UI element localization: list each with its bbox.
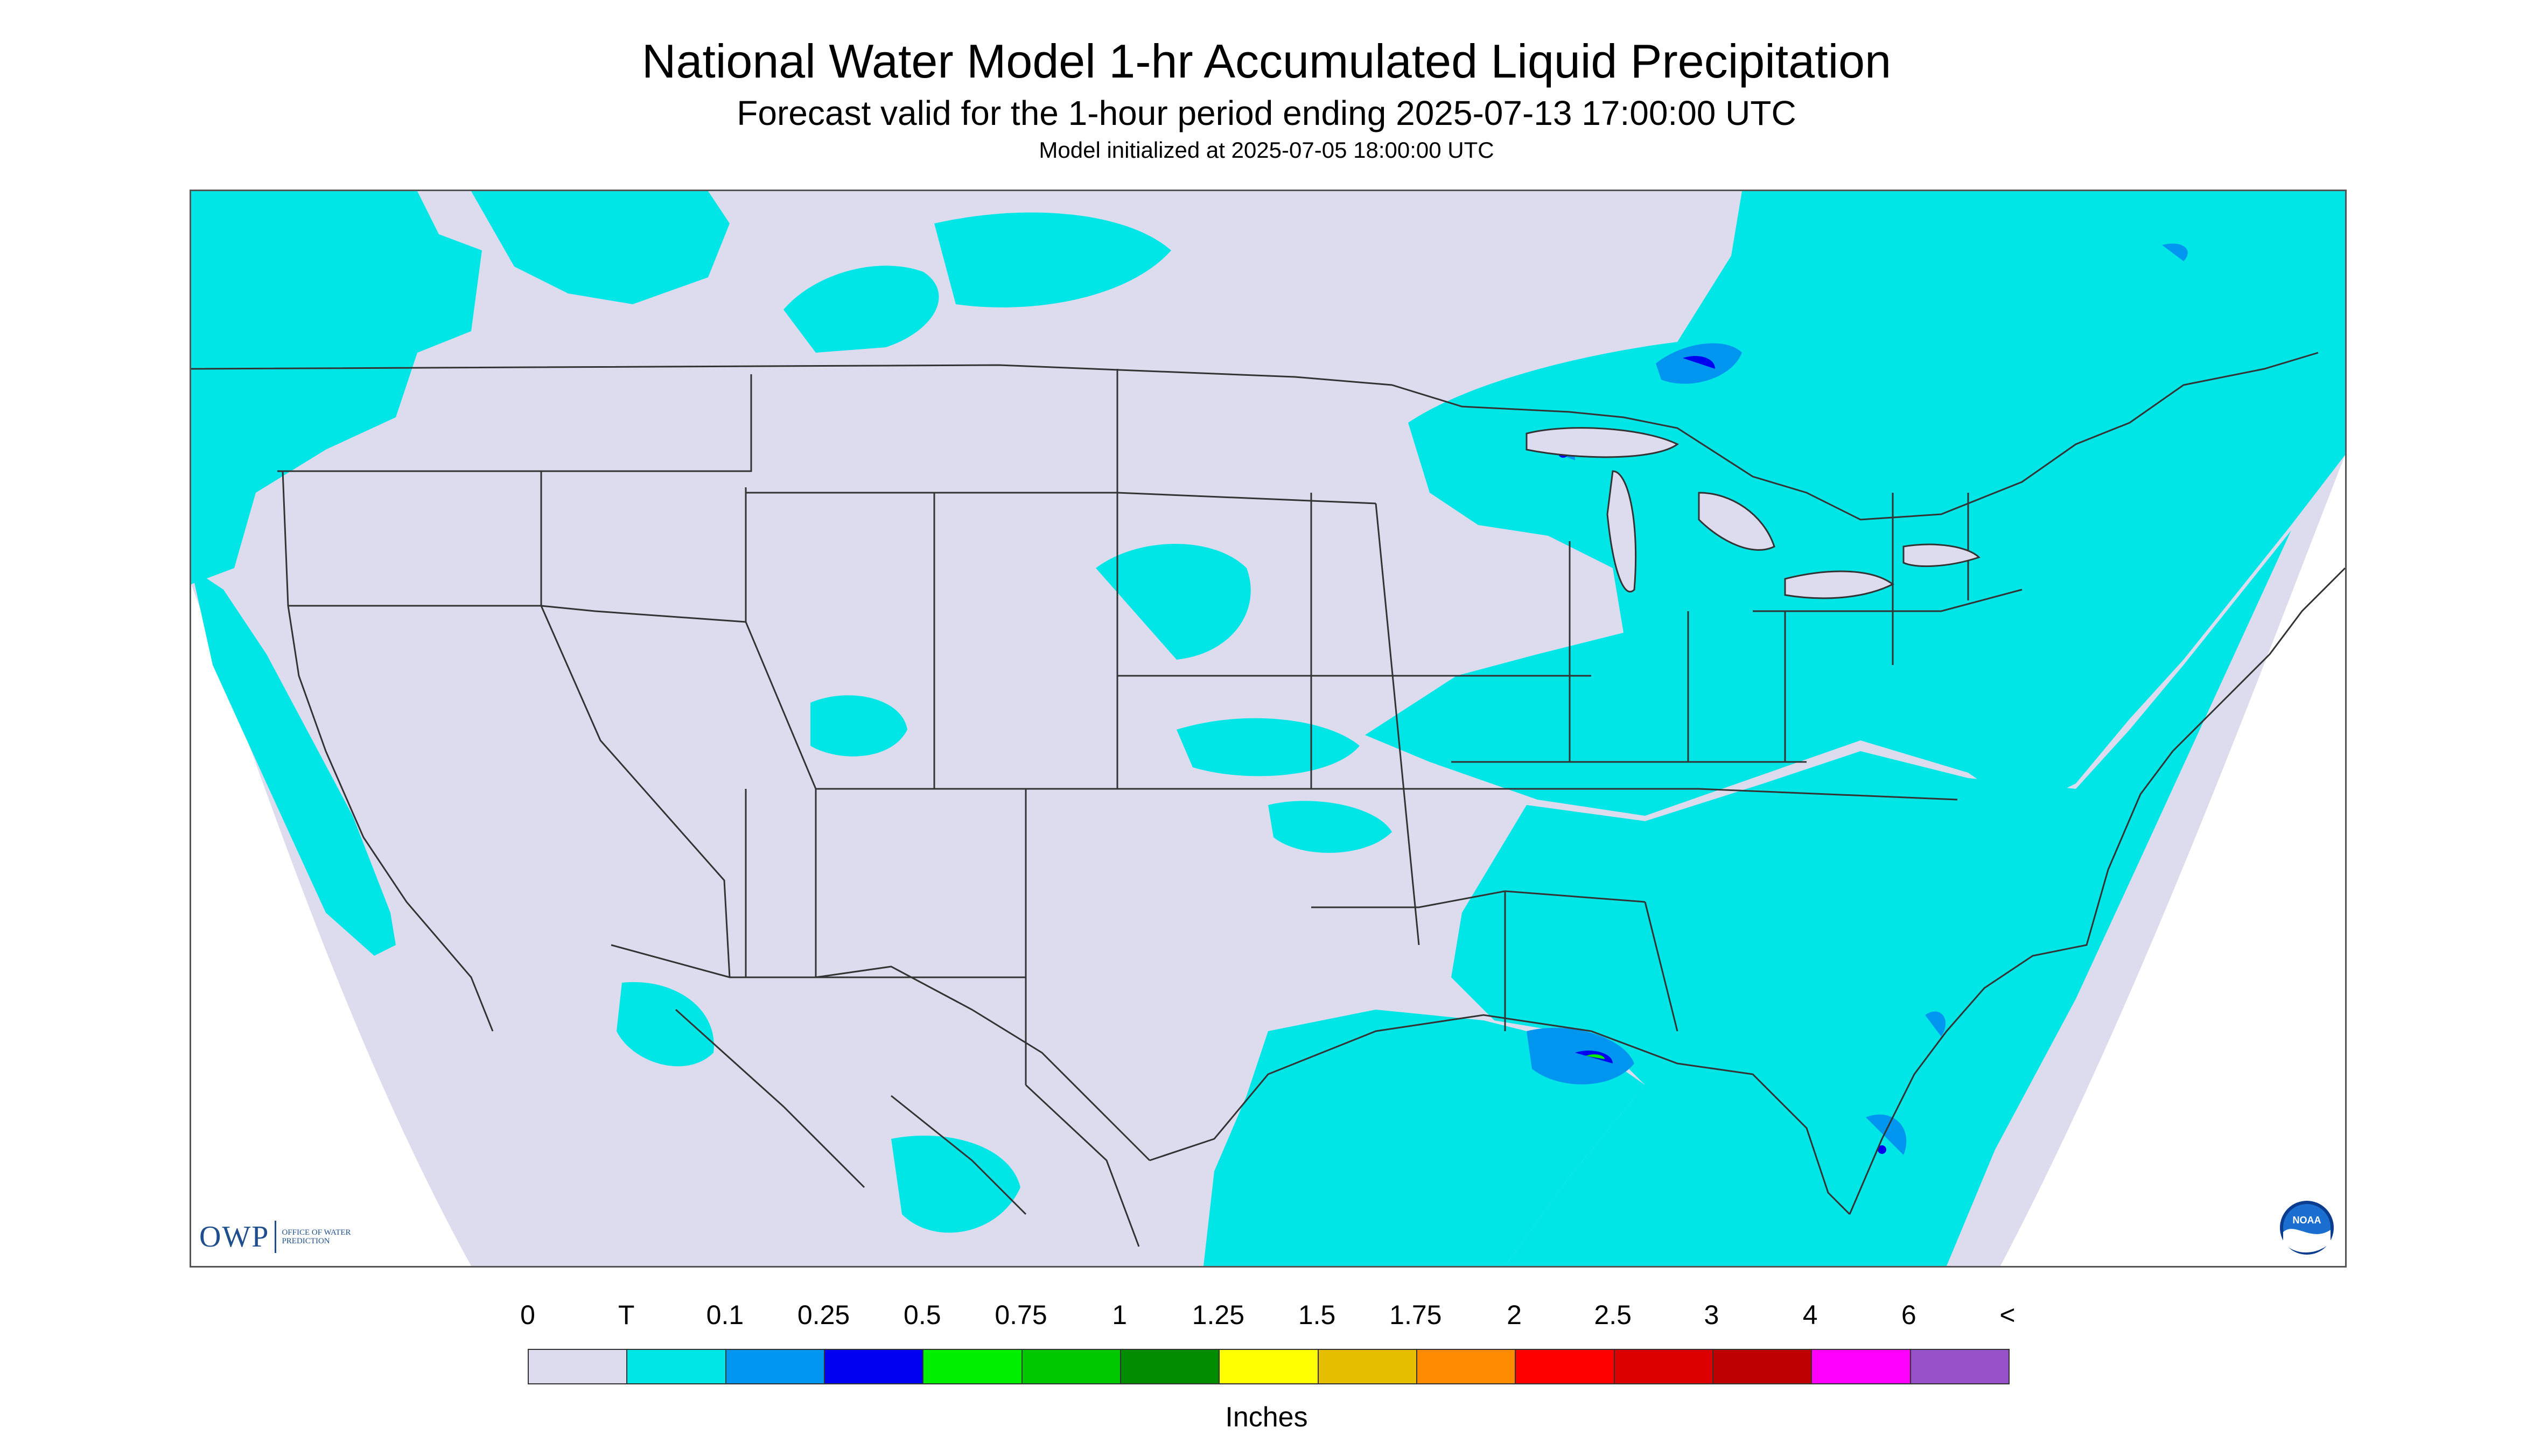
- model-initialized-note: Model initialized at 2025-07-05 18:00:00…: [1039, 137, 1494, 163]
- legend-label: 6: [1901, 1300, 1916, 1330]
- legend-swatch: [627, 1350, 726, 1383]
- owp-logo-divider: [275, 1221, 277, 1253]
- owp-logo: OWP OFFICE OF WATER PREDICTION: [199, 1218, 362, 1256]
- legend-swatch: [1713, 1350, 1813, 1383]
- legend-label: T: [618, 1300, 635, 1330]
- legend-label: 0: [520, 1300, 535, 1330]
- domain-outside-right: [2000, 455, 2345, 1266]
- legend-label: 2.5: [1594, 1300, 1632, 1330]
- legend-swatch: [1220, 1350, 1319, 1383]
- noaa-logo-icon: NOAA: [2280, 1201, 2334, 1255]
- owp-logo-fullname: OFFICE OF WATER PREDICTION: [282, 1228, 351, 1245]
- legend-label: 2: [1507, 1300, 1522, 1330]
- legend-swatch: [726, 1350, 825, 1383]
- legend-label: 0.5: [904, 1300, 941, 1330]
- legend-swatch: [1911, 1350, 2009, 1383]
- legend-label: 4: [1802, 1300, 1818, 1330]
- legend-label: 0.1: [706, 1300, 744, 1330]
- precipitation-map[interactable]: [190, 190, 2347, 1268]
- state-boundaries: [191, 352, 2345, 1247]
- great-lakes: [1526, 427, 1981, 599]
- legend-swatch: [1417, 1350, 1516, 1383]
- precip-0.5-0.75-areas: [1586, 1054, 1605, 1059]
- map-canvas: [191, 191, 2345, 1266]
- legend-label: 1: [1112, 1300, 1128, 1330]
- legend-label: 3: [1704, 1300, 1719, 1330]
- noaa-logo-text: NOAA: [2293, 1215, 2321, 1226]
- legend-swatch: [1516, 1350, 1615, 1383]
- precip-trace-areas: [191, 191, 2345, 1266]
- legend-label: <: [1999, 1300, 2016, 1330]
- legend-label: 1.25: [1192, 1300, 1245, 1330]
- legend-swatch: [1318, 1350, 1417, 1383]
- legend-swatch: [1022, 1350, 1121, 1383]
- forecast-valid-subtitle: Forecast valid for the 1-hour period end…: [737, 94, 1796, 132]
- legend-units-label: Inches: [1225, 1402, 1308, 1433]
- legend-labels: 0 T 0.1 0.25 0.5 0.75 1 1.25 1.5 1.75 2 2.5 3 4 6 <: [0, 1299, 2533, 1336]
- owp-logo-abbrev: OWP: [199, 1220, 270, 1254]
- precip-0.1-0.25-areas: [1527, 243, 2188, 1155]
- legend-label: 1.75: [1389, 1300, 1442, 1330]
- map-title: National Water Model 1-hr Accumulated Li…: [641, 34, 1892, 88]
- legend-swatch: [1121, 1350, 1220, 1383]
- legend-swatch: [1614, 1350, 1713, 1383]
- legend-color-bar: [528, 1349, 2010, 1384]
- domain-outside-left: [191, 584, 471, 1266]
- legend-swatch: [824, 1350, 924, 1383]
- legend-swatch: [1812, 1350, 1911, 1383]
- legend-label: 0.75: [995, 1300, 1047, 1330]
- legend-swatch: [923, 1350, 1023, 1383]
- legend-label: 1.5: [1298, 1300, 1336, 1330]
- legend-swatch: [529, 1350, 628, 1383]
- legend-label: 0.25: [797, 1300, 850, 1330]
